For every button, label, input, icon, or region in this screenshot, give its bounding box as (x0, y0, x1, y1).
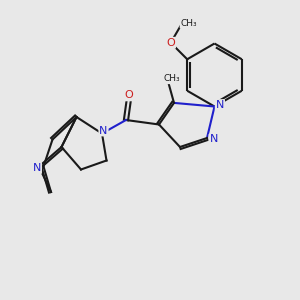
Text: N: N (99, 125, 108, 136)
Text: N: N (33, 163, 41, 173)
Text: O: O (166, 38, 175, 48)
Text: CH₃: CH₃ (163, 74, 180, 83)
Text: N: N (216, 100, 224, 110)
Text: N: N (209, 134, 218, 145)
Text: O: O (124, 90, 134, 100)
Text: CH₃: CH₃ (180, 19, 197, 28)
